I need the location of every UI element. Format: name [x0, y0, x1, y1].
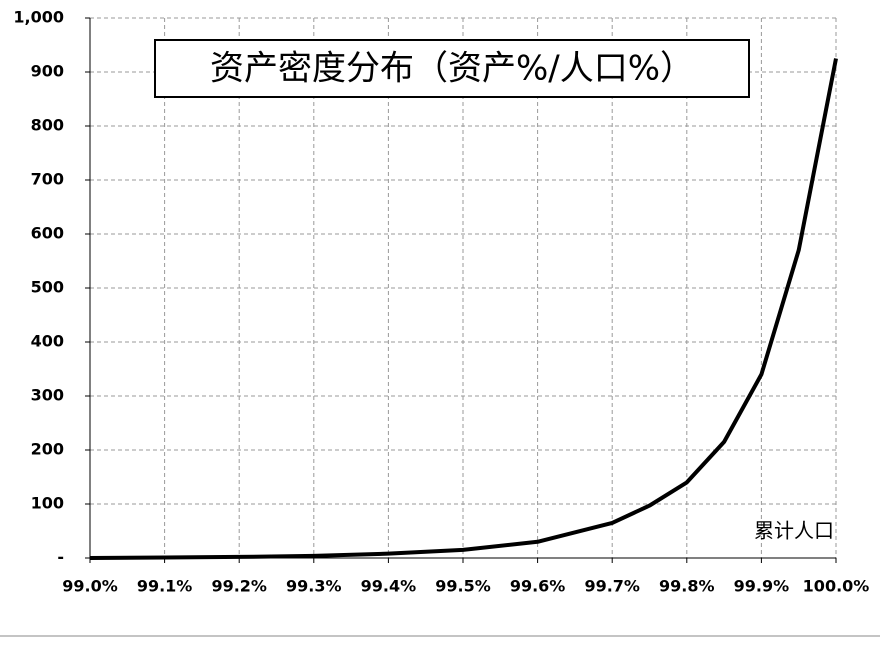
y-tick-label: -	[57, 548, 64, 567]
y-tick-label: 900	[31, 62, 64, 81]
x-tick-label: 99.4%	[361, 577, 417, 596]
x-tick-label: 99.3%	[286, 577, 342, 596]
x-tick-label: 99.9%	[734, 577, 790, 596]
y-tick-label: 700	[31, 170, 64, 189]
x-tick-label: 99.6%	[510, 577, 566, 596]
y-tick-label: 600	[31, 224, 64, 243]
chart-title: 资产密度分布（资产%/人口%）	[210, 49, 694, 89]
x-tick-label: 99.8%	[659, 577, 715, 596]
x-axis-label: 累计人口	[754, 519, 834, 543]
marks	[89, 58, 838, 560]
x-tick-label: 99.5%	[435, 577, 491, 596]
x-tick-label: 99.1%	[137, 577, 193, 596]
x-tick-label: 100.0%	[803, 577, 870, 596]
x-tick-label: 99.0%	[62, 577, 118, 596]
y-tick-label: 100	[31, 494, 64, 513]
y-tick-label: 200	[31, 440, 64, 459]
y-tick-label: 400	[31, 332, 64, 351]
x-tick-label: 99.2%	[211, 577, 267, 596]
y-tick-label: 800	[31, 116, 64, 135]
y-tick-label: 500	[31, 278, 64, 297]
y-tick-label: 1,000	[13, 8, 64, 27]
y-tick-label: 300	[31, 386, 64, 405]
title-box	[154, 39, 750, 98]
x-tick-label: 99.7%	[584, 577, 640, 596]
series-line	[89, 58, 838, 560]
